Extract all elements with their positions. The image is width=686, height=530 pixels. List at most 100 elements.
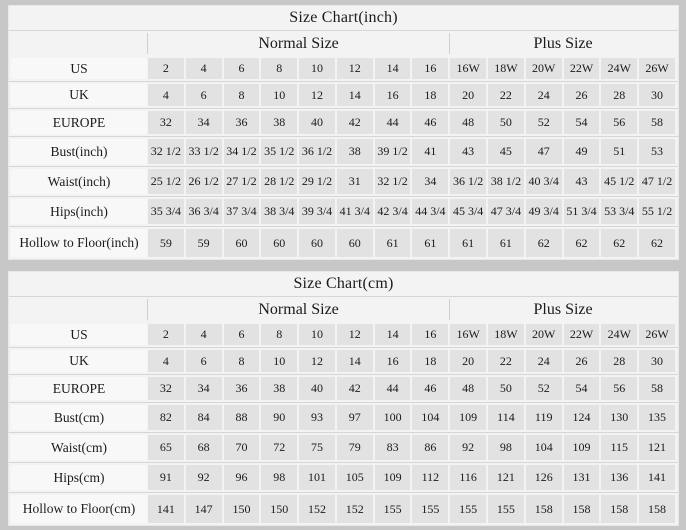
size-value-cell: 158 [525, 495, 562, 523]
size-value-cell: 22 [488, 350, 524, 372]
size-value-cell: 6 [185, 84, 222, 106]
row-label: Hips(inch) [11, 199, 147, 224]
size-value-cell: 48 [450, 377, 487, 400]
size-value-cell: 6 [223, 324, 260, 345]
size-value-cell: 83 [374, 435, 411, 460]
size-value-cell: 44 [374, 377, 411, 400]
size-value-cell: 34 [185, 377, 222, 400]
size-value-cell: 29 1/2 [299, 169, 335, 194]
size-value-cell: 42 [336, 377, 373, 400]
size-value-cell: 24W [601, 58, 638, 79]
size-value-cell: 112 [412, 465, 449, 490]
size-value-cell: 96 [223, 465, 260, 490]
size-value-cell: 42 [336, 111, 373, 134]
size-value-cell: 36 [223, 377, 260, 400]
size-value-cell: 61 [488, 229, 524, 257]
size-value-cell: 158 [601, 495, 638, 523]
size-value-cell: 28 1/2 [261, 169, 298, 194]
size-value-cell: 141 [148, 495, 184, 523]
table-row: EUROPE 32 34 36 38 40 42 44 46 48 50 52 54 56 58 [9, 374, 678, 402]
size-value-cell: 52 [525, 111, 562, 134]
size-value-cell: 45 3/4 [450, 199, 487, 224]
size-value-cell: 32 1/2 [374, 169, 411, 194]
size-value-cell: 18 [412, 84, 449, 106]
table-row: Bust(inch) 32 1/2 33 1/2 34 1/2 35 1/2 36 1/2… [9, 136, 678, 166]
size-value-cell: 24 [525, 350, 562, 372]
size-value-cell: 43 [563, 169, 600, 194]
size-value-cell: 26 [563, 350, 600, 372]
size-value-cell: 56 [601, 111, 638, 134]
size-value-cell: 61 [374, 229, 411, 257]
size-chart-inch-table: Size Chart(inch) Normal Size Plus Size U… [8, 5, 679, 260]
size-value-cell: 36 1/2 [450, 169, 487, 194]
table-row: Hips(inch) 35 3/4 36 3/4 37 3/4 38 3/4 39 3/4… [9, 196, 678, 226]
size-value-cell: 60 [261, 229, 298, 257]
table-row: UK 4 6 8 10 12 14 16 18 20 22 24 26 28 30 [9, 347, 678, 374]
size-value-cell: 8 [223, 84, 260, 106]
size-value-cell: 152 [299, 495, 335, 523]
plus-size-group-header: Plus Size [449, 299, 676, 320]
group-header-spacer [11, 33, 147, 54]
size-value-cell: 43 [450, 139, 487, 164]
size-value-cell: 12 [336, 324, 373, 345]
size-value-cell: 12 [299, 350, 335, 372]
size-value-cell: 45 1/2 [601, 169, 638, 194]
size-value-cell: 86 [412, 435, 449, 460]
size-value-cell: 147 [185, 495, 222, 523]
size-value-cell: 59 [148, 229, 184, 257]
size-chart-inch-title: Size Chart(inch) [289, 9, 398, 26]
size-value-cell: 55 1/2 [639, 199, 675, 224]
size-value-cell: 18W [488, 324, 524, 345]
size-value-cell: 47 [525, 139, 562, 164]
size-value-cell: 40 [299, 377, 335, 400]
size-value-cell: 34 [185, 111, 222, 134]
size-value-cell: 45 [488, 139, 524, 164]
size-value-cell: 62 [525, 229, 562, 257]
size-value-cell: 8 [261, 58, 298, 79]
normal-size-group-header: Normal Size [147, 299, 449, 320]
size-value-cell: 109 [563, 435, 600, 460]
size-value-cell: 38 [336, 139, 373, 164]
table-body: US 2 4 6 8 10 12 14 16 16W 18W 20W 22W 24W 26W UK 4 6 8 10 1… [9, 322, 678, 525]
column-group-header-row: Normal Size Plus Size [9, 296, 678, 322]
size-value-cell: 46 [412, 111, 449, 134]
size-value-cell: 10 [299, 58, 335, 79]
size-value-cell: 31 [336, 169, 373, 194]
size-value-cell: 61 [450, 229, 487, 257]
size-value-cell: 35 1/2 [261, 139, 298, 164]
size-value-cell: 92 [185, 465, 222, 490]
size-value-cell: 26 1/2 [185, 169, 222, 194]
size-value-cell: 38 3/4 [261, 199, 298, 224]
size-value-cell: 124 [563, 405, 600, 430]
size-value-cell: 32 1/2 [148, 139, 184, 164]
size-value-cell: 22 [488, 84, 524, 106]
size-value-cell: 47 3/4 [488, 199, 524, 224]
row-label: Waist(cm) [11, 435, 147, 460]
size-value-cell: 121 [488, 465, 524, 490]
size-value-cell: 6 [223, 58, 260, 79]
size-value-cell: 98 [261, 465, 298, 490]
size-value-cell: 58 [639, 111, 675, 134]
size-value-cell: 49 3/4 [525, 199, 562, 224]
size-value-cell: 34 1/2 [223, 139, 260, 164]
table-row: UK 4 6 8 10 12 14 16 18 20 22 24 26 28 30 [9, 81, 678, 108]
size-value-cell: 6 [185, 350, 222, 372]
size-value-cell: 36 3/4 [185, 199, 222, 224]
size-value-cell: 109 [450, 405, 487, 430]
size-value-cell: 16W [450, 58, 487, 79]
size-value-cell: 90 [261, 405, 298, 430]
size-value-cell: 28 [601, 350, 638, 372]
size-value-cell: 44 [374, 111, 411, 134]
table-row: US 2 4 6 8 10 12 14 16 16W 18W 20W 22W 24W 26W [9, 322, 678, 347]
row-label: Hips(cm) [11, 465, 147, 490]
size-value-cell: 26W [639, 58, 675, 79]
size-value-cell: 141 [639, 465, 675, 490]
size-value-cell: 53 3/4 [601, 199, 638, 224]
size-value-cell: 155 [412, 495, 449, 523]
size-value-cell: 62 [601, 229, 638, 257]
size-value-cell: 115 [601, 435, 638, 460]
size-value-cell: 84 [185, 405, 222, 430]
size-value-cell: 49 [563, 139, 600, 164]
size-value-cell: 82 [148, 405, 184, 430]
size-value-cell: 26W [639, 324, 675, 345]
